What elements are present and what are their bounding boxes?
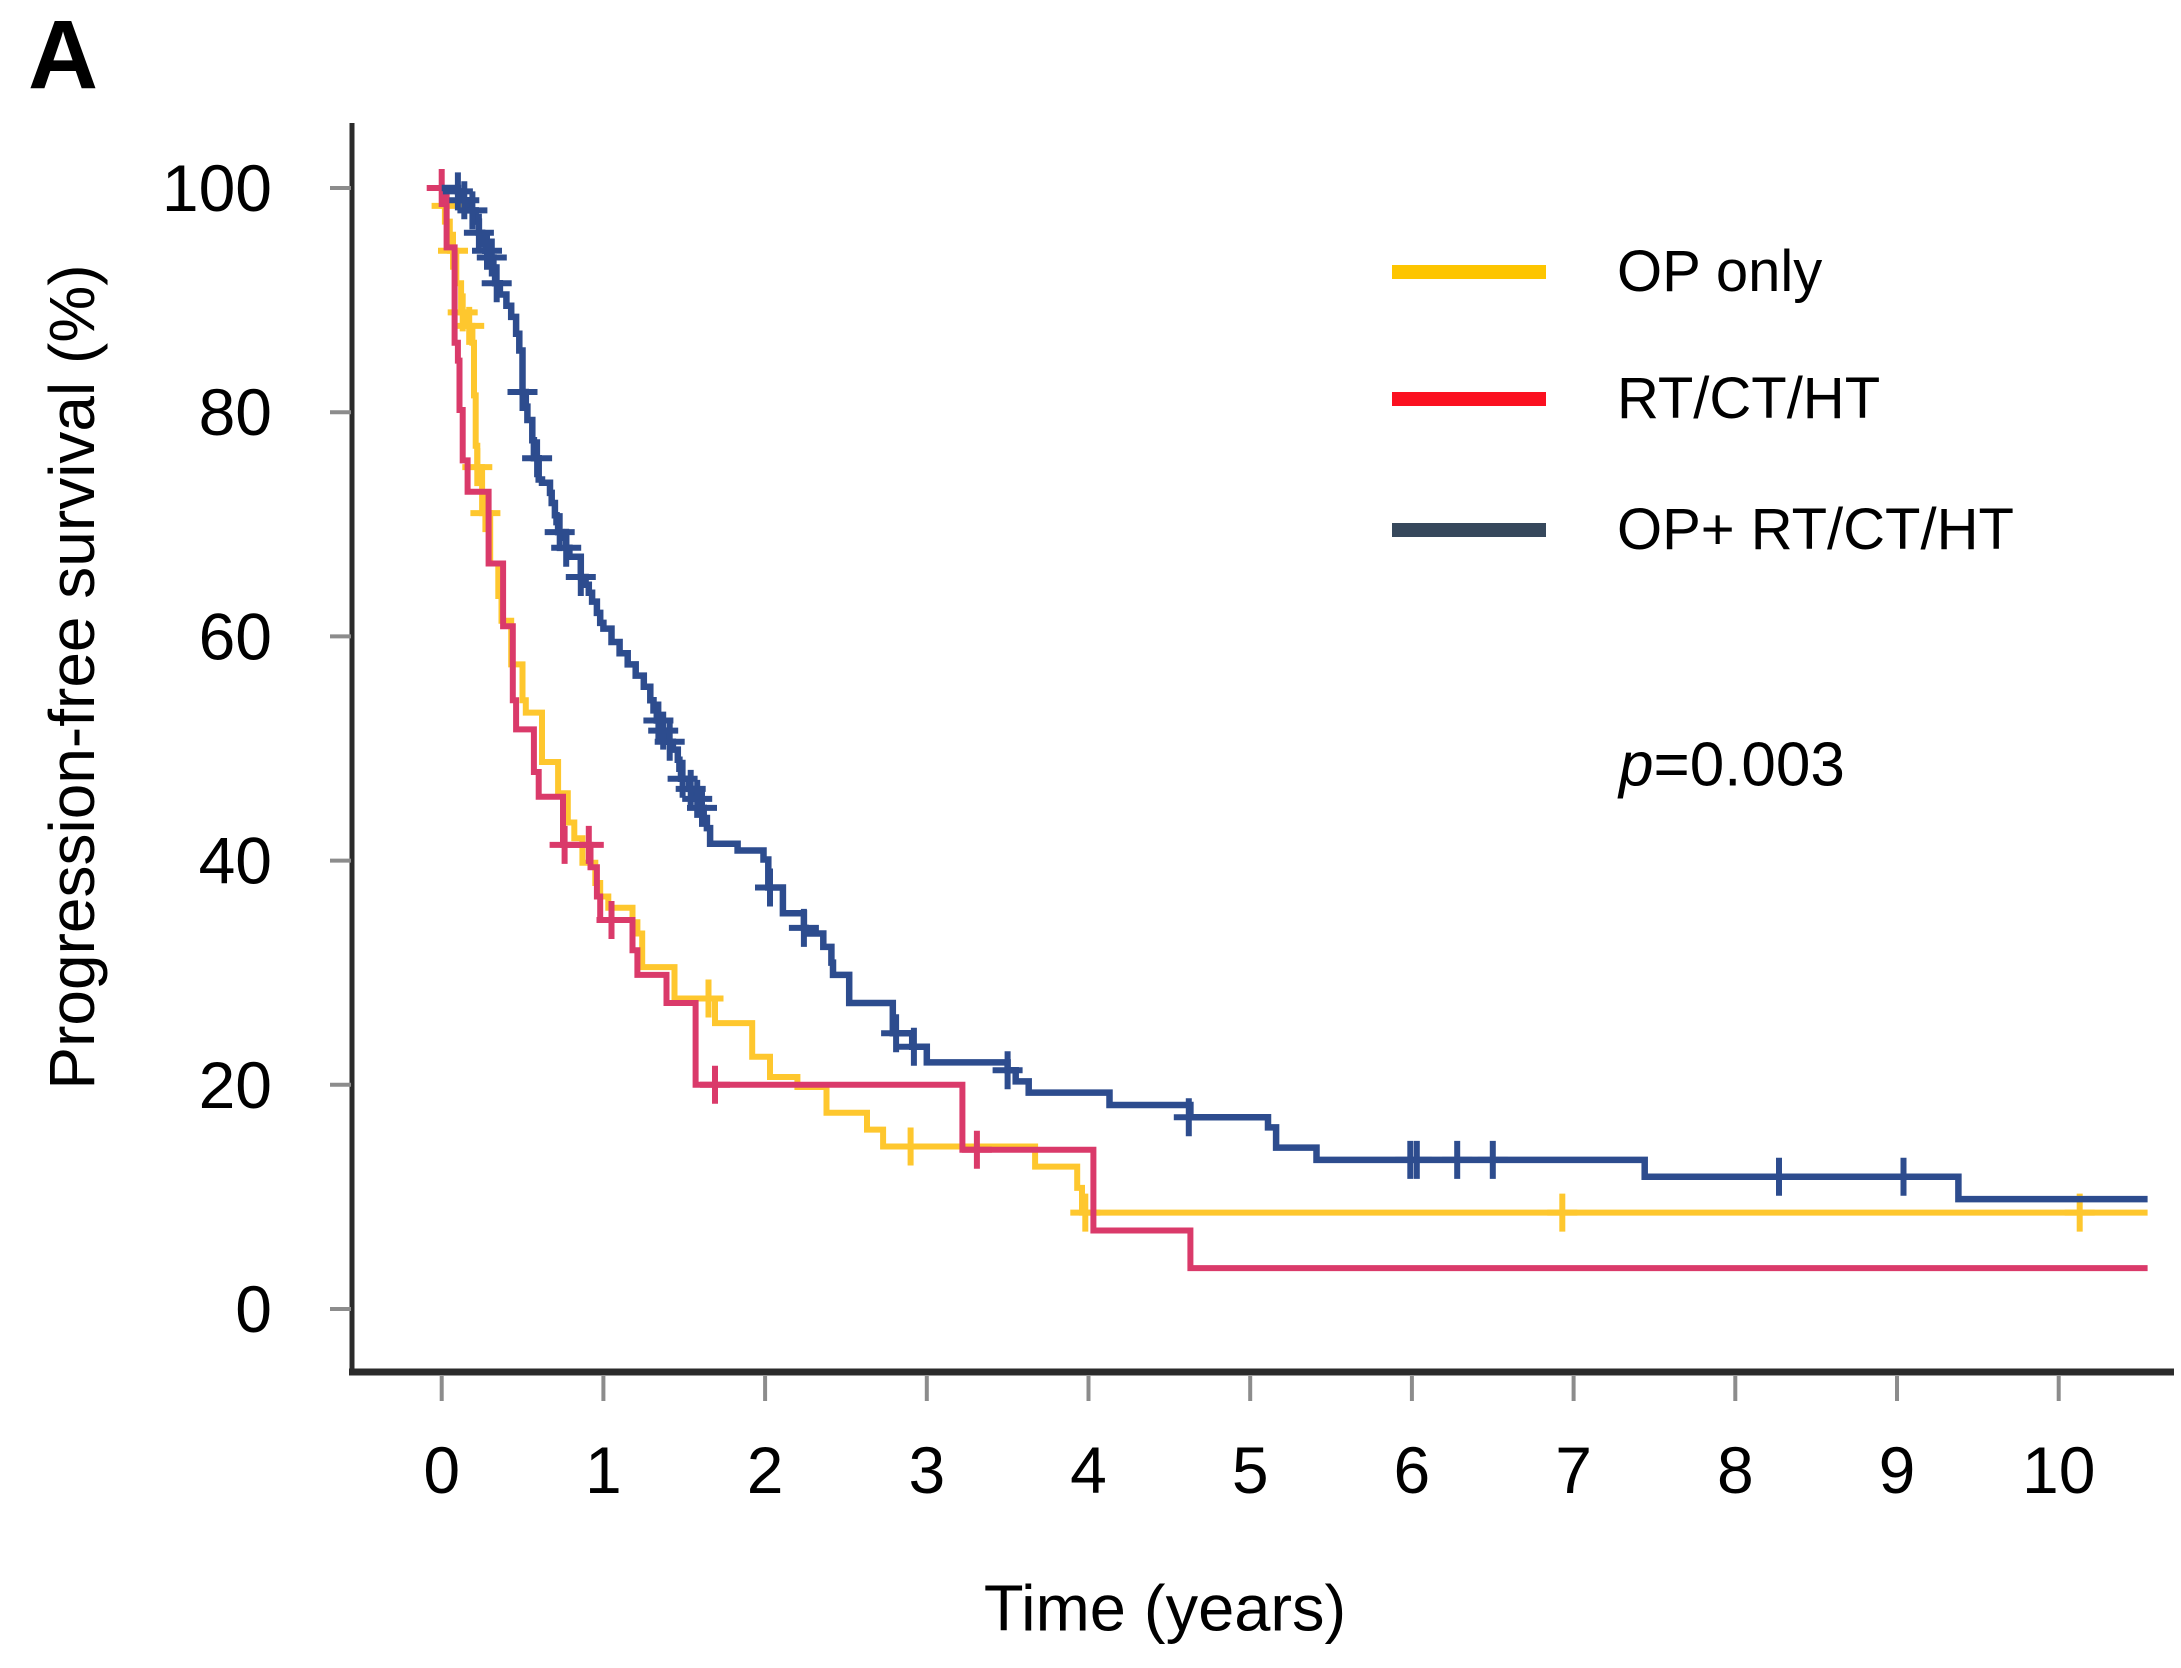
y-tick-label: 40 — [199, 824, 272, 898]
x-tick-label: 8 — [1717, 1433, 1754, 1507]
y-tick-label: 80 — [199, 375, 272, 449]
y-tick-label: 20 — [199, 1048, 272, 1122]
p-symbol: p — [1619, 730, 1654, 800]
y-tick-label: 0 — [235, 1272, 272, 1346]
censor-marks-op-rt-ct-ht — [442, 172, 1919, 1196]
x-tick-label: 4 — [1070, 1433, 1107, 1507]
x-tick-label: 9 — [1879, 1433, 1916, 1507]
x-tick-label: 7 — [1555, 1433, 1592, 1507]
x-tick-label: 10 — [2022, 1433, 2095, 1507]
p-value-text: =0.003 — [1653, 730, 1845, 800]
x-tick-label: 2 — [747, 1433, 784, 1507]
y-tick-label: 60 — [199, 599, 272, 673]
x-tick-label: 0 — [423, 1433, 460, 1507]
y-tick-label: 100 — [162, 151, 272, 225]
x-tick-label: 1 — [585, 1433, 622, 1507]
km-curve-op-rt-ct-ht — [441, 184, 2148, 1203]
km-curve-rt-ct-ht — [441, 185, 2148, 1272]
x-tick-label: 3 — [908, 1433, 945, 1507]
panel-label: A — [28, 0, 99, 109]
y-axis-title: Progression-free survival (%) — [36, 264, 108, 1090]
x-tick-label: 6 — [1394, 1433, 1431, 1507]
p-value-annotation: p=0.003 — [1619, 730, 1845, 801]
x-axis-title: Time (years) — [983, 1571, 1347, 1645]
censor-marks-op-only — [431, 186, 2095, 1232]
x-tick-label: 5 — [1232, 1433, 1269, 1507]
